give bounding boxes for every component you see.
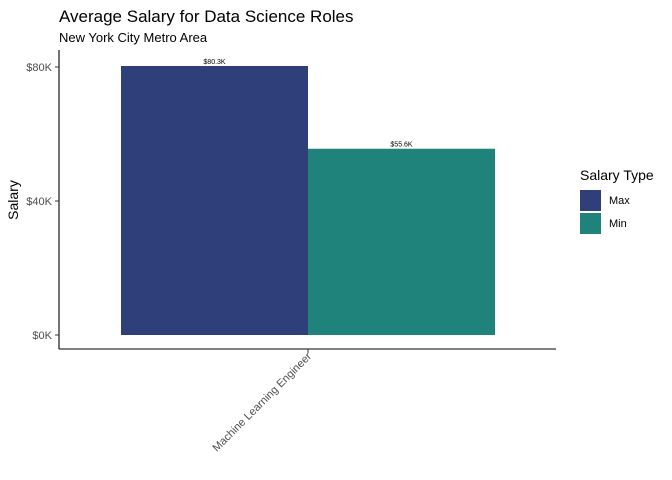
plot-area: $0K $40K $80K $80.3K $55.6K Machine Learning … [26,50,556,454]
bar-min [308,148,495,335]
legend-title: Salary Type [580,167,654,183]
legend-label-max: Max [609,195,630,207]
y-tick-label: $0K [32,330,52,342]
legend-key-min [580,213,601,234]
legend-key-max [580,190,601,211]
data-label-max: $80.3K [203,59,226,66]
x-tick-label: Machine Learning Engineer [210,350,314,454]
legend-label-min: Min [609,218,627,230]
chart-title: Average Salary for Data Science Roles [59,7,354,26]
y-axis-title: Salary [5,180,21,220]
chart-subtitle: New York City Metro Area [59,30,208,45]
y-tick-label: $40K [26,196,52,208]
data-label-min: $55.6K [390,142,413,149]
bar-max [121,66,308,335]
legend: Salary Type Max Min [580,167,654,234]
y-tick-label: $80K [26,62,52,74]
